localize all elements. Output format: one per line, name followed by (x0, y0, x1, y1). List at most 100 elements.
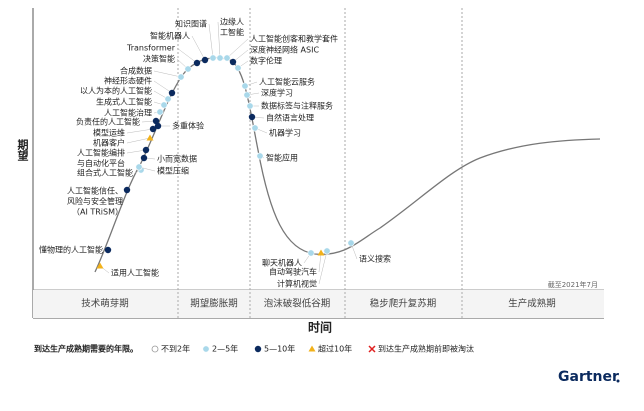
node-label: 知识图谱 (175, 19, 207, 29)
legend-label: 5—10年 (264, 344, 295, 354)
node-marker (307, 249, 315, 257)
node-label: 人工智能云服务 (259, 77, 315, 87)
node-label: 生成式人工智能 (96, 97, 152, 107)
leader-line (208, 23, 214, 59)
node-label: 自然语言处理 (266, 113, 314, 123)
node-marker (135, 163, 143, 171)
node-label: 深度神经网络 ASIC (250, 45, 319, 55)
node-label: 以人为本的人工智能 (80, 86, 152, 96)
node-label: 工智能 (220, 27, 244, 37)
legend-marker (368, 345, 376, 353)
legend-label: 到达生产成熟期前即被淘汰 (378, 344, 474, 354)
leader-line (226, 38, 249, 59)
legend-marker (202, 345, 210, 353)
leader-line (191, 35, 206, 61)
node-marker (243, 91, 251, 99)
phase-label: 技术萌芽期 (81, 298, 129, 310)
node-marker (123, 186, 131, 194)
phase-label: 期望膨胀期 (190, 298, 238, 310)
node-label: 聊天机器人 (262, 258, 302, 268)
node-marker (209, 54, 217, 62)
node-label: 组合式人工智能 (77, 168, 133, 178)
y-axis-title: 期望 (16, 138, 29, 161)
hype-curve (94, 57, 601, 273)
leader-line (126, 128, 154, 134)
legend-title: 到达生产成熟期需要的年限。 (34, 344, 138, 354)
node-marker (246, 102, 254, 110)
node-marker (152, 117, 160, 125)
node-label: 多重体验 (172, 121, 204, 131)
node-marker (317, 249, 325, 256)
node-label: 智能机器人 (150, 31, 190, 41)
node-label: Transformer (126, 44, 176, 53)
phase-label: 生产成熟期 (508, 298, 556, 310)
node-marker (323, 247, 331, 255)
leader-line (232, 49, 249, 63)
node-label: 人工智能治理 (104, 108, 152, 118)
node-marker (223, 54, 231, 62)
node-label: 懂物理的人工智能 (39, 245, 103, 255)
node-label: 小而宽数据 (157, 154, 197, 164)
node-marker (140, 154, 148, 162)
node-label: 语义搜索 (359, 254, 391, 264)
node-label: 智能应用 (266, 153, 298, 163)
node-label: （AI TRiSM） (72, 208, 123, 217)
node-marker (154, 122, 162, 130)
node-label: 风险与安全管理 (67, 196, 123, 206)
node-label: 深度学习 (261, 88, 293, 98)
node-label: 负责任的人工智能 (76, 117, 140, 127)
node-marker (256, 152, 264, 160)
node-marker (177, 73, 185, 81)
node-label: 机器客户 (93, 138, 125, 148)
node-label: 与自动化平台 (77, 158, 125, 168)
date-note: 截至2021年7月 (548, 280, 598, 289)
node-label: 人工智能创客和教学套件 (250, 34, 338, 44)
legend-label: 超过10年 (318, 344, 352, 354)
node-marker (216, 54, 224, 62)
node-label: 人工智能编排 (77, 148, 125, 158)
node-marker (347, 239, 355, 247)
node-label: 模型压缩 (157, 166, 189, 176)
phase-band (33, 290, 604, 318)
node-marker (168, 89, 176, 97)
leader-line (153, 80, 173, 94)
node-marker (160, 101, 168, 109)
leader-line (153, 70, 182, 78)
leader-line (318, 250, 328, 285)
logo: Gartner (558, 369, 619, 385)
leader-line (126, 137, 151, 144)
leader-line (318, 252, 322, 273)
node-label: 合成数据 (120, 66, 152, 76)
node-label: 自动驾驶汽车 (269, 267, 317, 277)
node-label: 计算机视觉 (277, 279, 317, 289)
phase-label: 泡沫破裂低谷期 (264, 298, 331, 310)
legend-label: 2—5年 (212, 344, 238, 354)
node-label: 适用人工智能 (111, 268, 159, 278)
node-label: 模型运维 (93, 128, 125, 138)
node-marker (142, 146, 150, 154)
node-marker (96, 262, 104, 269)
node-marker (104, 246, 112, 254)
leader-line (176, 47, 198, 64)
node-marker (241, 82, 249, 90)
node-marker (234, 64, 242, 72)
legend-marker (151, 345, 159, 353)
node-marker (248, 113, 256, 121)
node-marker (164, 95, 172, 103)
node-label: 人工智能信任、 (67, 186, 123, 196)
node-label: 神经形态硬件 (104, 76, 152, 86)
node-marker (201, 56, 209, 64)
node-label: 决策智能 (143, 54, 175, 64)
node-label: 数字伦理 (250, 56, 282, 66)
node-marker (184, 65, 192, 73)
node-label: 边缘人 (220, 17, 244, 27)
x-axis-title: 时间 (308, 320, 332, 335)
logo-dot (616, 379, 620, 383)
legend-marker (254, 345, 262, 353)
leader-line (126, 149, 147, 154)
legend-marker (308, 345, 316, 352)
node-marker (193, 59, 201, 67)
node-marker (251, 124, 259, 132)
node-label: 数据标签与注释服务 (261, 101, 333, 111)
